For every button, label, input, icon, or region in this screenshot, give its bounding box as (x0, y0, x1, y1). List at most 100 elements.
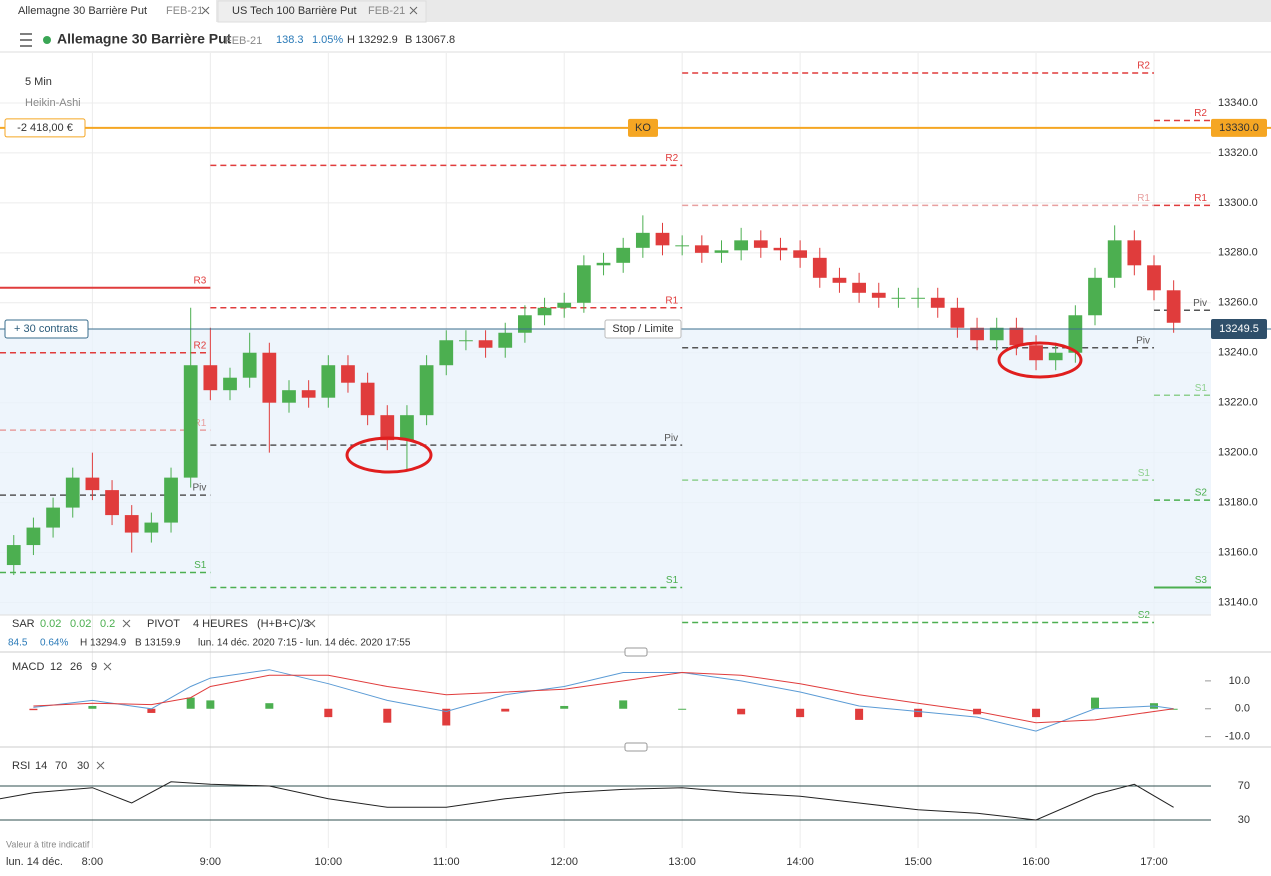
candle-body (223, 377, 237, 391)
candle-body (1088, 277, 1102, 316)
x-tick-label: 17:00 (1140, 856, 1168, 868)
order-box[interactable] (604, 319, 682, 339)
pivot-label: Piv (1136, 335, 1150, 346)
candle-body (675, 245, 690, 247)
y-tick-label: 10.0 (1229, 675, 1250, 687)
candle-body (694, 245, 709, 253)
candle-body (144, 522, 159, 533)
tab-title[interactable]: US Tech 100 Barrière Put (232, 5, 357, 17)
interval[interactable]: 5 Min (25, 76, 52, 88)
close-icon[interactable] (122, 619, 131, 628)
close-icon[interactable] (307, 619, 316, 628)
x-tick-label: 11:00 (433, 856, 460, 868)
y-tick-label: 30 (1238, 814, 1250, 826)
pivot-label: S2 (1195, 488, 1208, 499)
info-high: H 13294.9 (80, 638, 127, 649)
panel-title: RSI (12, 760, 30, 772)
histogram-bar (206, 700, 215, 709)
pivot-label: R2 (194, 340, 207, 351)
candle-body (164, 477, 178, 523)
disclaimer: Valeur à titre indicatif (6, 839, 90, 849)
candle-body (262, 352, 277, 403)
y-tick-label: 13140.0 (1218, 596, 1258, 608)
candle-body (1147, 265, 1161, 291)
resize-handle[interactable] (624, 742, 648, 752)
candle-body (989, 327, 1004, 341)
y-tick-label: 13160.0 (1218, 546, 1258, 558)
candle-body (360, 382, 375, 416)
candle-body (321, 365, 336, 398)
candle-body (635, 232, 650, 248)
close-icon[interactable] (96, 761, 105, 770)
candle-body (871, 292, 886, 298)
instrument-title: Allemagne 30 Barrière Put (57, 31, 232, 47)
candle-body (341, 365, 355, 383)
tab[interactable] (0, 0, 216, 22)
pivot-label: R2 (665, 153, 678, 164)
candle-body (459, 340, 473, 342)
pnl-label: -2 418,00 € (17, 122, 73, 134)
resize-handle[interactable] (624, 647, 648, 657)
pivot-label: R3 (194, 275, 207, 286)
candle-body (576, 265, 591, 303)
histogram-bar (324, 708, 333, 718)
change-pct: 1.05% (312, 34, 343, 46)
tab-expiry[interactable]: FEB-21 (166, 5, 203, 17)
pivot-label: Piv (664, 433, 678, 444)
pivot-label: S1 (194, 560, 207, 571)
histogram-bar (1032, 708, 1041, 718)
position-zone (0, 329, 1211, 615)
indicator-param: (H+B+C)/3 (257, 618, 310, 630)
info-low: B 13159.9 (135, 638, 181, 649)
panel-param: 26 (70, 661, 82, 673)
candle-body (812, 257, 827, 278)
info-range: lun. 14 déc. 2020 7:15 - lun. 14 déc. 20… (198, 638, 411, 649)
candle-body (832, 277, 847, 283)
menu-icon[interactable] (20, 33, 32, 47)
info-change-pct: 0.64% (40, 638, 68, 649)
y-tick-label: 13340.0 (1218, 97, 1258, 109)
pivot-label: S1 (666, 575, 679, 586)
tab-expiry[interactable]: FEB-21 (368, 5, 405, 17)
expiry: FEB-21 (225, 35, 262, 47)
order-label[interactable]: Stop / Limite (612, 323, 673, 335)
candle-body (970, 327, 984, 341)
pivot-label: Piv (192, 483, 206, 494)
tab[interactable] (217, 0, 427, 23)
indicator-param: 4 HEURES (193, 618, 248, 630)
panel-param: 9 (91, 661, 97, 673)
y-tick-label: -10.0 (1225, 731, 1250, 743)
candle-body (753, 240, 768, 248)
histogram-bar (796, 708, 805, 718)
histogram-bar (383, 708, 392, 723)
ko-label: KO (635, 122, 651, 134)
candle-body (911, 297, 925, 299)
x-tick-label: 16:00 (1022, 856, 1050, 868)
close-icon[interactable] (409, 6, 418, 15)
candle-body (793, 250, 808, 258)
close-icon[interactable] (201, 6, 210, 15)
candle-body (26, 527, 41, 546)
pivot-label: S1 (1138, 468, 1151, 479)
y-tick-label: 13200.0 (1218, 447, 1258, 459)
candle-body (891, 297, 906, 299)
histogram-bar (855, 708, 864, 720)
position-label: + 30 contrats (14, 323, 78, 335)
y-tick-label: 13240.0 (1218, 347, 1258, 359)
indicator-name: SAR (12, 618, 35, 630)
tab-title[interactable]: Allemagne 30 Barrière Put (18, 5, 147, 17)
x-tick-label: 10:00 (315, 856, 343, 868)
candle-body (124, 515, 139, 533)
close-icon[interactable] (103, 662, 112, 671)
panel-param: 70 (55, 760, 67, 772)
histogram-bar (186, 697, 195, 709)
candle-body (1127, 240, 1142, 266)
candle-style[interactable]: Heikin-Ashi (25, 97, 81, 109)
ko-box (628, 118, 658, 137)
position-box (4, 319, 89, 339)
candle-body (105, 490, 119, 516)
candle-body (400, 415, 414, 441)
y-tick-label: 13280.0 (1218, 247, 1258, 259)
candle-body (242, 352, 257, 378)
